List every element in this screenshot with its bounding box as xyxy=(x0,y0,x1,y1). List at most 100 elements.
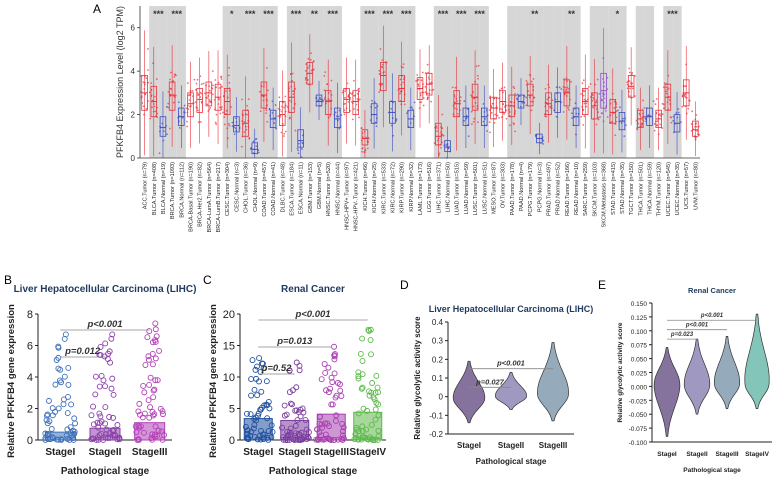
point-a-60-14 xyxy=(698,133,701,136)
point-a-55-6 xyxy=(644,117,647,120)
points-a-23 xyxy=(350,79,361,121)
point-a-12-0 xyxy=(257,151,260,154)
point-a-7-7 xyxy=(206,103,209,106)
panel-letter-b: B xyxy=(4,273,12,287)
point-c-3-23 xyxy=(365,326,372,333)
point-a-8-18 xyxy=(215,123,218,126)
point-a-30-5 xyxy=(416,74,419,76)
box-a-33 xyxy=(444,140,451,152)
point-c-3-25 xyxy=(358,436,365,443)
xtick-label-a-34: LUAD.Tumor (n=515) xyxy=(455,162,461,216)
point-a-3-1 xyxy=(169,127,171,130)
point-c-3-41 xyxy=(367,337,374,343)
point-a-48-3 xyxy=(585,102,588,105)
points-c-1 xyxy=(279,359,312,443)
point-c-2-12 xyxy=(340,432,346,439)
ytick-label-e-10: 0.150 xyxy=(631,301,648,308)
point-a-44-19 xyxy=(545,115,548,118)
point-b-0-28 xyxy=(58,436,64,443)
point-c-3-9 xyxy=(366,327,372,334)
point-c-0-13 xyxy=(265,428,272,434)
ylabel-a: PFKFB4 Expression Level (log2 TPM) xyxy=(115,6,125,158)
band-24 xyxy=(360,6,370,158)
point-a-3-15 xyxy=(174,94,177,97)
point-c-1-44 xyxy=(289,401,295,408)
title-c: Renal Cancer xyxy=(281,284,345,295)
point-b-0-13 xyxy=(57,366,64,373)
point-b-2-54 xyxy=(145,353,152,360)
point-c-0-14 xyxy=(254,363,260,370)
point-c-1-47 xyxy=(295,430,302,437)
point-a-57-15 xyxy=(662,103,665,106)
point-c-1-55 xyxy=(290,387,296,394)
point-c-0-12 xyxy=(244,427,251,434)
point-c-1-23 xyxy=(281,402,288,409)
sig-a-20: *** xyxy=(328,9,339,19)
point-c-3-36 xyxy=(368,389,375,396)
point-b-0-55 xyxy=(61,373,68,380)
point-a-53-3 xyxy=(626,81,629,84)
point-a-57-18 xyxy=(668,99,671,101)
point-b-0-46 xyxy=(50,435,57,442)
point-a-29-5 xyxy=(411,108,414,111)
ytick-label-b-1: 2 xyxy=(27,404,33,416)
point-b-2-41 xyxy=(136,424,143,431)
point-c-0-35 xyxy=(247,411,254,418)
point-a-8-3 xyxy=(214,121,217,124)
point-c-0-46 xyxy=(251,421,258,428)
point-b-0-38 xyxy=(64,410,71,417)
point-a-44-6 xyxy=(545,101,548,104)
point-c-2-20 xyxy=(339,421,346,427)
point-a-19-8 xyxy=(319,98,322,101)
point-b-1-40 xyxy=(108,335,115,342)
point-a-44-13 xyxy=(549,106,552,109)
point-b-0-40 xyxy=(64,426,71,433)
sig-a-1: *** xyxy=(153,9,164,19)
point-a-36-8 xyxy=(472,120,475,123)
point-a-34-8 xyxy=(454,107,456,110)
point-b-0-52 xyxy=(55,354,62,361)
point-a-18-11 xyxy=(310,69,313,72)
point-a-0-0 xyxy=(145,108,148,110)
point-a-30-2 xyxy=(422,96,425,99)
point-b-2-12 xyxy=(136,400,143,407)
point-c-2-54 xyxy=(328,401,335,408)
point-c-3-40 xyxy=(366,392,373,399)
point-a-25-5 xyxy=(374,106,377,109)
point-a-37-0 xyxy=(482,103,485,105)
point-b-0-43 xyxy=(45,430,52,437)
point-b-2-47 xyxy=(155,427,162,434)
point-a-1-11 xyxy=(153,95,156,98)
point-a-60-6 xyxy=(695,125,698,128)
point-a-18-16 xyxy=(304,78,307,81)
point-a-11-17 xyxy=(245,128,248,131)
point-b-2-18 xyxy=(153,333,160,340)
comparison-label-b-0: p=0.012 xyxy=(64,346,101,357)
point-a-2-7 xyxy=(162,130,165,133)
point-a-8-12 xyxy=(220,106,223,109)
point-a-44-14 xyxy=(546,110,548,112)
point-b-2-51 xyxy=(135,408,142,415)
violin-d-0 xyxy=(452,360,486,424)
point-a-3-16 xyxy=(167,102,170,105)
point-c-3-20 xyxy=(355,375,362,382)
point-a-32-11 xyxy=(441,113,444,116)
point-a-20-8 xyxy=(330,79,333,82)
point-a-41-6 xyxy=(516,97,518,100)
point-a-28-11 xyxy=(402,63,405,66)
point-a-56-3 xyxy=(659,113,661,115)
point-a-29-1 xyxy=(413,101,416,104)
point-a-3-7 xyxy=(172,101,175,104)
point-a-4-8 xyxy=(178,126,181,129)
point-a-46-8 xyxy=(567,106,570,109)
point-a-15-13 xyxy=(280,131,283,134)
point-a-35-5 xyxy=(463,100,466,102)
point-a-13-3 xyxy=(266,120,269,123)
xtick-label-a-29: KIRP.Normal (n=32) xyxy=(409,162,415,212)
point-c-2-0 xyxy=(331,343,338,350)
sig-a-26: *** xyxy=(383,9,394,19)
point-a-50-13 xyxy=(603,97,606,100)
point-c-0-42 xyxy=(259,431,266,438)
point-a-16-4 xyxy=(288,99,291,102)
point-a-19-5 xyxy=(322,99,324,102)
